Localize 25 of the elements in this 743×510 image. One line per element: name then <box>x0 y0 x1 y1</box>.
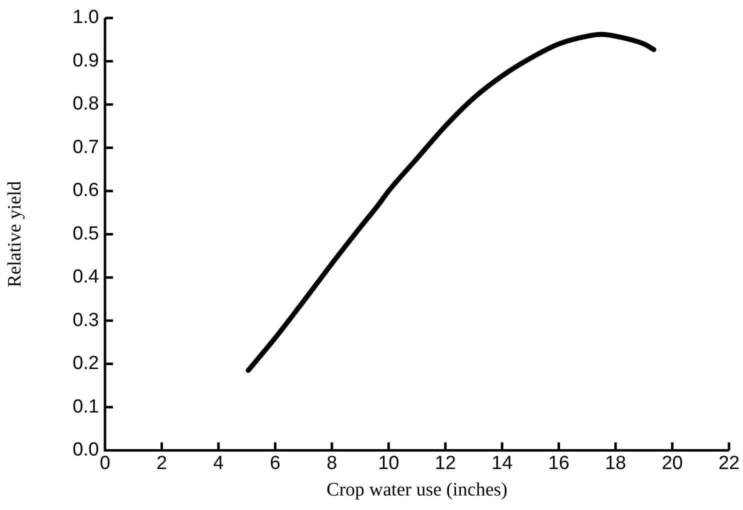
x-tick-label: 18 <box>604 453 626 474</box>
x-tick-label: 16 <box>548 453 570 474</box>
x-tick-label: 4 <box>213 453 224 474</box>
y-tick-label: 0.9 <box>72 50 99 72</box>
y-tick-label: 0.3 <box>72 310 99 331</box>
x-tick-label: 14 <box>492 453 514 474</box>
y-axis-title: Relative yield <box>4 180 26 288</box>
x-tick-label: 6 <box>270 453 280 474</box>
y-tick-label: 0.8 <box>72 94 99 115</box>
y-tick-label: 0.2 <box>72 353 99 374</box>
x-tick-label: 0 <box>100 453 110 474</box>
y-tick-label: 0.1 <box>72 396 99 418</box>
y-tick-label: 0.7 <box>72 136 99 158</box>
x-tick-label: 22 <box>718 453 740 474</box>
x-axis-title: Crop water use (inches) <box>326 480 508 501</box>
y-tick-label: 0.6 <box>72 180 99 202</box>
y-tick-label: 0.0 <box>72 440 99 461</box>
x-tick-label: 20 <box>662 453 683 474</box>
y-tick-label: 0.4 <box>72 266 100 288</box>
x-tick-label: 8 <box>326 453 338 474</box>
x-tick-label: 12 <box>434 453 456 474</box>
y-tick-label: 1.0 <box>72 7 99 28</box>
x-tick-label: 2 <box>156 453 168 474</box>
y-tick-label: 0.5 <box>72 223 99 244</box>
x-tick-label: 10 <box>378 453 400 474</box>
